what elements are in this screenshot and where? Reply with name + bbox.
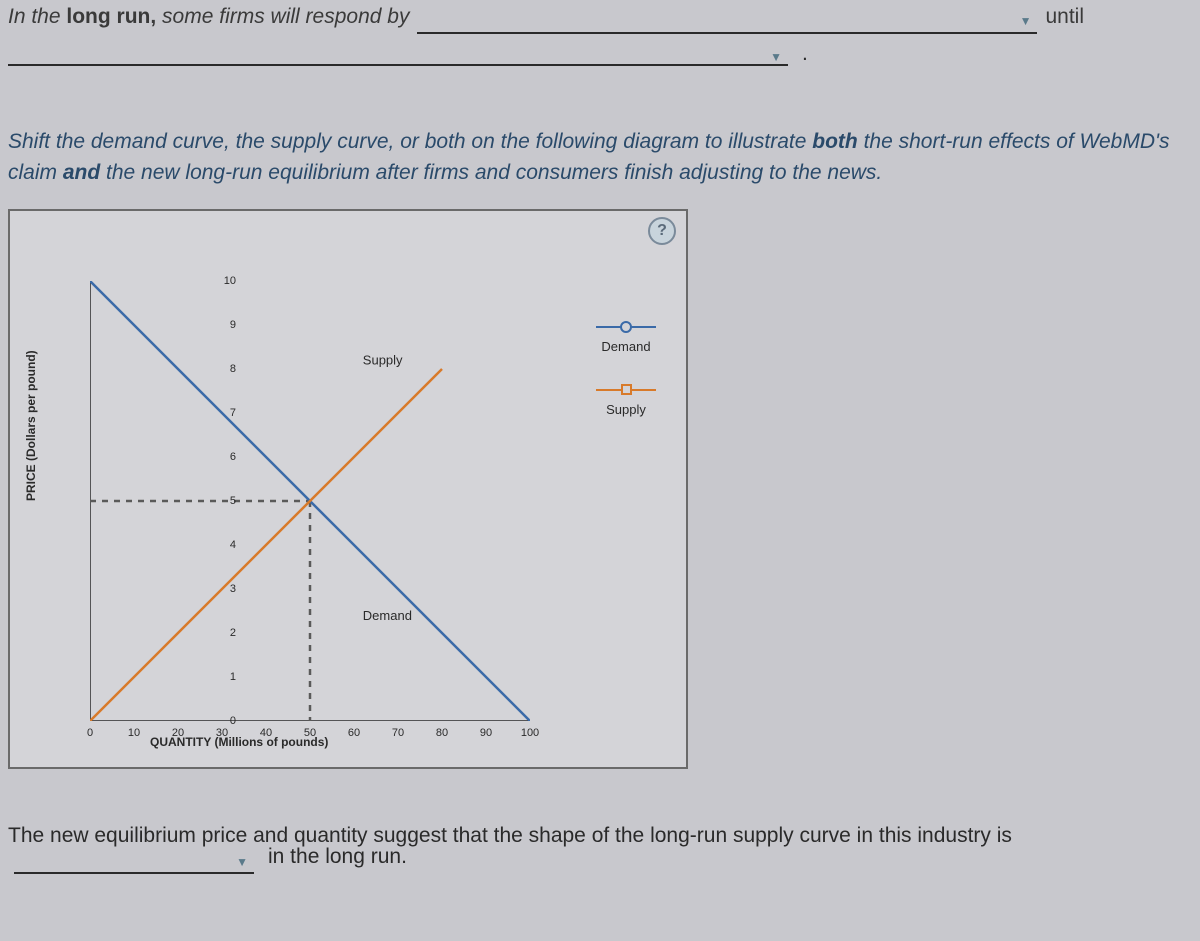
legend-label-demand: Demand <box>601 339 650 354</box>
instruction-text: Shift the demand curve, the supply curve… <box>8 126 1192 189</box>
dropdown-lr-supply-shape[interactable]: ▼ <box>14 851 254 874</box>
legend-label-supply: Supply <box>606 402 646 417</box>
circle-icon <box>620 321 632 333</box>
q1-rest: some firms will respond by <box>156 5 409 28</box>
x-tick-label: 0 <box>87 727 93 739</box>
y-tick-label: 2 <box>212 627 236 639</box>
x-tick-label: 60 <box>348 727 360 739</box>
question-long-run: In the long run, some firms will respond… <box>8 0 1192 34</box>
x-tick-label: 80 <box>436 727 448 739</box>
legend-item-supply[interactable]: Supply <box>596 384 656 417</box>
y-tick-label: 6 <box>212 451 236 463</box>
x-tick-label: 90 <box>480 727 492 739</box>
chevron-down-icon: ▼ <box>236 853 248 872</box>
square-icon <box>621 384 632 395</box>
x-tick-label: 70 <box>392 727 404 739</box>
y-tick-label: 8 <box>212 363 236 375</box>
y-axis-label: PRICE (Dollars per pound) <box>24 350 38 501</box>
legend-marker-demand <box>596 321 656 333</box>
x-tick-label: 50 <box>304 727 316 739</box>
y-tick-label: 10 <box>212 275 236 287</box>
chart-svg: Supply Demand <box>90 281 530 721</box>
dropdown-firms-respond[interactable]: ▼ <box>417 10 1037 33</box>
supply-demand-chart[interactable]: ? PRICE (Dollars per pound) QUANTITY (Mi… <box>8 209 688 769</box>
y-tick-label: 4 <box>212 539 236 551</box>
y-tick-label: 7 <box>212 407 236 419</box>
legend-item-demand[interactable]: Demand <box>596 321 656 354</box>
dropdown-until-condition[interactable]: ▼ <box>8 48 788 66</box>
x-tick-label: 100 <box>521 727 539 739</box>
x-tick-label: 30 <box>216 727 228 739</box>
x-tick-label: 20 <box>172 727 184 739</box>
y-tick-label: 0 <box>212 715 236 727</box>
y-tick-label: 1 <box>212 671 236 683</box>
svg-text:Demand: Demand <box>363 607 412 622</box>
y-tick-label: 9 <box>212 319 236 331</box>
y-tick-label: 3 <box>212 583 236 595</box>
y-tick-label: 5 <box>212 495 236 507</box>
svg-text:Supply: Supply <box>363 352 403 367</box>
q1-bold: long run, <box>66 5 156 28</box>
x-tick-label: 10 <box>128 727 140 739</box>
q1-until: until <box>1045 0 1084 34</box>
chevron-down-icon: ▼ <box>770 50 782 64</box>
help-icon[interactable]: ? <box>648 217 676 245</box>
chart-legend: Demand Supply <box>596 321 656 417</box>
x-tick-label: 40 <box>260 727 272 739</box>
legend-marker-supply <box>596 384 656 396</box>
question-lr-supply-shape: The new equilibrium price and quantity s… <box>8 819 1192 853</box>
q1-prefix: In the <box>8 5 66 28</box>
q3-p1: The new equilibrium price and quantity s… <box>8 824 1012 847</box>
q3-p2: in the long run. <box>268 840 407 874</box>
q1-second-row: ▼ . <box>8 38 1192 66</box>
chart-plot-area[interactable]: Supply Demand <box>90 281 530 721</box>
q1-period: . <box>796 42 808 66</box>
chevron-down-icon: ▼ <box>1020 12 1032 31</box>
